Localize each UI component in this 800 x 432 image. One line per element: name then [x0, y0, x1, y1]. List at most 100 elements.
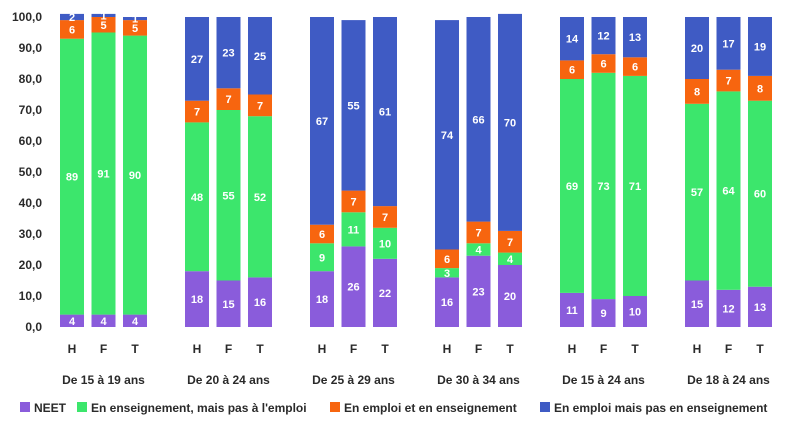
x-tick-label: F	[100, 342, 107, 356]
x-tick-label: T	[631, 342, 639, 356]
x-tick-label: T	[256, 342, 264, 356]
y-tick-label: 60,0	[19, 134, 43, 148]
x-tick-label: H	[318, 342, 327, 356]
x-tick-label: H	[68, 342, 77, 356]
data-label: 27	[191, 54, 203, 66]
bar-segment	[310, 224, 334, 244]
bar-segment	[716, 17, 741, 70]
data-label: 7	[194, 107, 200, 119]
data-label: 91	[97, 169, 109, 181]
bar-segment	[466, 255, 491, 327]
bar-segment	[498, 13, 522, 231]
group-label: De 15 à 24 ans	[562, 373, 645, 387]
bar-segment	[185, 271, 209, 327]
legend-swatch	[540, 402, 550, 412]
data-label: 20	[691, 43, 703, 55]
data-label: 69	[566, 181, 578, 193]
x-tick-label: H	[568, 342, 577, 356]
bar-segment	[60, 13, 84, 21]
data-label: 1	[132, 14, 138, 26]
data-label: 23	[472, 286, 484, 298]
bar-segment	[310, 271, 334, 327]
bar-segment	[466, 17, 491, 222]
data-label: 7	[225, 94, 231, 106]
bar-segment	[123, 17, 147, 21]
data-label: 8	[694, 86, 700, 98]
bar-segment	[91, 17, 116, 33]
bar-segment	[123, 20, 147, 36]
x-tick-label: H	[693, 342, 702, 356]
group-label: De 20 à 24 ans	[187, 373, 270, 387]
data-label: 15	[691, 299, 703, 311]
data-label: 16	[441, 297, 453, 309]
data-label: 7	[725, 76, 731, 88]
y-tick-label: 80,0	[19, 72, 43, 86]
data-label: 4	[132, 316, 139, 328]
bar-segment	[216, 280, 241, 327]
data-label: 4	[475, 245, 482, 257]
legend-label: En emploi mais pas en enseignement	[554, 401, 767, 415]
bar-segment	[435, 268, 459, 278]
bar-segment	[498, 252, 522, 265]
data-label: 64	[722, 186, 735, 198]
data-label: 10	[379, 238, 391, 250]
bar-segment	[716, 69, 741, 92]
bar-segment	[373, 258, 397, 327]
legend-label: En emploi et en enseignement	[344, 401, 517, 415]
bar-segment	[685, 103, 709, 281]
legend-swatch	[330, 402, 340, 412]
bar-segment	[373, 17, 397, 207]
bar-segment	[91, 32, 116, 315]
bar-segment	[591, 17, 616, 55]
bar-segment	[60, 314, 84, 327]
data-label: 13	[754, 302, 766, 314]
x-tick-label: F	[225, 342, 232, 356]
y-tick-label: 20,0	[19, 258, 43, 272]
bar-segment	[91, 13, 116, 17]
bar-segment	[685, 79, 709, 104]
bar-segment	[373, 227, 397, 259]
x-tick-label: F	[600, 342, 607, 356]
bar-segment	[216, 88, 241, 110]
data-label: 14	[566, 34, 579, 46]
data-label: 8	[757, 83, 763, 95]
bar-segment	[310, 17, 334, 225]
legend: NEET En enseignement, mais pas à l'emploi…	[20, 401, 767, 415]
data-label: 17	[722, 38, 734, 50]
y-axis: 0,0 10,0 20,0 30,0 40,0 50,0 60,0 70,0 80,0 90,0 1…	[12, 10, 42, 334]
bar-segment	[341, 20, 366, 191]
x-tick-label: T	[506, 342, 514, 356]
legend-label: NEET	[34, 401, 67, 415]
bar-segment	[498, 230, 522, 253]
data-label: 10	[629, 307, 641, 319]
bar-segment	[591, 54, 616, 73]
data-label: 12	[597, 31, 609, 43]
bar-segment	[466, 221, 491, 244]
x-tick-label: F	[350, 342, 357, 356]
bar-segment	[560, 79, 584, 293]
legend-swatch	[20, 402, 30, 412]
y-tick-label: 50,0	[19, 165, 43, 179]
data-label: 70	[504, 117, 516, 129]
data-label: 25	[254, 51, 266, 63]
bar-segment	[185, 122, 209, 272]
data-label: 6	[444, 254, 450, 266]
data-label: 90	[129, 170, 141, 182]
data-label: 57	[691, 187, 703, 199]
bar-segment	[685, 17, 709, 79]
data-label: 67	[316, 116, 328, 128]
bar-segment	[60, 38, 84, 315]
data-label: 9	[319, 252, 325, 264]
bar-area: 4896249151490511848727155572316527251896…	[60, 10, 772, 328]
data-label: 4	[100, 316, 107, 328]
data-label: 7	[507, 237, 513, 249]
legend-swatch	[77, 402, 87, 412]
data-label: 20	[504, 291, 516, 303]
bar-segment	[716, 289, 741, 327]
bar-segment	[435, 20, 459, 250]
group-label: De 30 à 34 ans	[437, 373, 520, 387]
bar-segment	[123, 314, 147, 327]
bar-segment	[748, 286, 772, 327]
data-label: 13	[629, 32, 641, 44]
